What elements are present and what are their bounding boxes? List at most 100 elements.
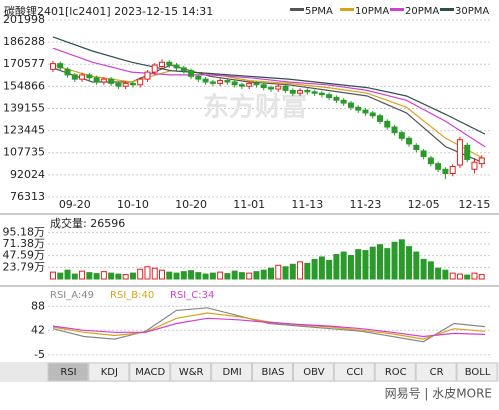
watermark: 东方财富 — [203, 92, 307, 123]
volume-bar — [217, 271, 224, 280]
series-line — [52, 64, 486, 165]
candle-body — [64, 68, 71, 76]
volume-bar — [93, 273, 100, 280]
tab-label[interactable]: ROC — [385, 367, 407, 378]
volume-bar — [71, 273, 78, 280]
y-tick-label: 47.59万 — [3, 249, 46, 262]
tab[interactable] — [47, 362, 89, 382]
volume-bar — [420, 258, 427, 280]
candle-body — [115, 82, 122, 87]
candle-body — [246, 82, 253, 87]
y-tick-label: -5 — [34, 348, 45, 361]
volume-bar — [238, 272, 245, 280]
tab[interactable] — [415, 362, 457, 382]
volume-bar — [413, 251, 420, 280]
tab-label[interactable]: MACD — [135, 367, 165, 378]
tab-label[interactable]: BIAS — [262, 367, 285, 378]
candle-body — [57, 63, 64, 69]
tab-label[interactable]: DMI — [222, 367, 241, 378]
x-tick-label: 12-05 — [408, 198, 440, 211]
candle-body — [318, 92, 325, 96]
tab-label[interactable]: BOLL — [465, 367, 491, 378]
candle-body — [464, 144, 471, 160]
tab[interactable] — [374, 362, 416, 382]
tab-label[interactable]: OBV — [303, 367, 324, 378]
volume-bar — [297, 261, 304, 280]
tab[interactable] — [292, 362, 334, 382]
candle-body — [413, 144, 420, 151]
series-line — [52, 317, 486, 338]
volume-bar — [86, 272, 93, 280]
volume-bar — [355, 249, 362, 280]
tab[interactable] — [252, 362, 293, 382]
tab[interactable] — [456, 362, 498, 382]
y-tick-label: 107735 — [3, 146, 45, 159]
y-tick-label: 154866 — [3, 79, 45, 92]
candle-body — [427, 157, 434, 165]
tab-label[interactable]: W&R — [179, 367, 204, 378]
series-line — [52, 307, 486, 343]
candle-body — [108, 78, 115, 84]
volume-bar — [129, 272, 136, 280]
tab-label[interactable]: KDJ — [101, 367, 118, 378]
y-tick-label: 92024 — [10, 168, 45, 181]
tab[interactable] — [333, 362, 375, 382]
volume-bar — [442, 269, 449, 280]
footer: 网易号 | 水皮MORE — [385, 387, 492, 401]
y-tick-label: 76313 — [10, 190, 45, 203]
tab[interactable] — [211, 362, 253, 382]
volume-bar — [464, 274, 471, 280]
candle-body — [297, 89, 304, 94]
candle-body — [260, 84, 267, 89]
y-tick-label: 71.38万 — [3, 237, 46, 250]
volume-bar — [159, 269, 165, 280]
tab-label[interactable]: RSI — [60, 367, 76, 378]
x-tick-label: 11-13 — [291, 198, 323, 211]
legend-label: 5PMA — [305, 6, 333, 17]
volume-bar — [406, 246, 413, 280]
y-tick-label: 23.79万 — [3, 260, 46, 273]
volume-bar — [253, 271, 260, 280]
volume-bar — [362, 250, 369, 280]
candle-body — [188, 70, 195, 77]
series-line — [52, 64, 486, 160]
legend-label: 30PMA — [455, 6, 489, 17]
candle-body — [79, 74, 86, 80]
volume-bar — [311, 258, 318, 280]
candle-body — [202, 78, 209, 83]
candle-body — [50, 63, 56, 70]
candle-body — [282, 85, 289, 91]
candle-body — [347, 102, 354, 108]
volume-bar — [435, 267, 442, 280]
volume-bar — [108, 272, 115, 280]
volume-bar — [50, 271, 56, 280]
volume-bar — [282, 266, 289, 280]
candle-body — [217, 80, 224, 84]
candle-body — [391, 126, 398, 134]
tab[interactable] — [88, 362, 130, 382]
volume-bar — [449, 272, 456, 280]
tab-label[interactable]: CR — [430, 367, 444, 378]
volume-bar — [304, 262, 311, 280]
volume-bar — [268, 267, 274, 280]
candle-body — [122, 82, 129, 87]
x-tick-label: 12-15 — [458, 198, 490, 211]
candle-body — [420, 150, 427, 158]
volume-bar — [333, 254, 340, 280]
volume-bar — [456, 273, 463, 280]
tab[interactable] — [170, 362, 212, 382]
volume-bar — [289, 263, 296, 280]
candle-body — [326, 94, 333, 98]
legend-label: RSI_A:49 — [50, 290, 94, 301]
candle-body — [442, 168, 449, 174]
volume-bar — [275, 264, 282, 280]
tab-label[interactable]: CCI — [346, 367, 363, 378]
candle-body — [478, 157, 485, 165]
chart-title: 成交量: 26596 — [50, 216, 125, 230]
series-line — [52, 47, 486, 148]
volume-bar — [369, 246, 376, 280]
tab[interactable] — [129, 362, 171, 382]
candle-body — [289, 89, 296, 94]
y-tick-label: 95.18万 — [3, 225, 46, 238]
x-tick-label: 11-01 — [233, 198, 265, 211]
